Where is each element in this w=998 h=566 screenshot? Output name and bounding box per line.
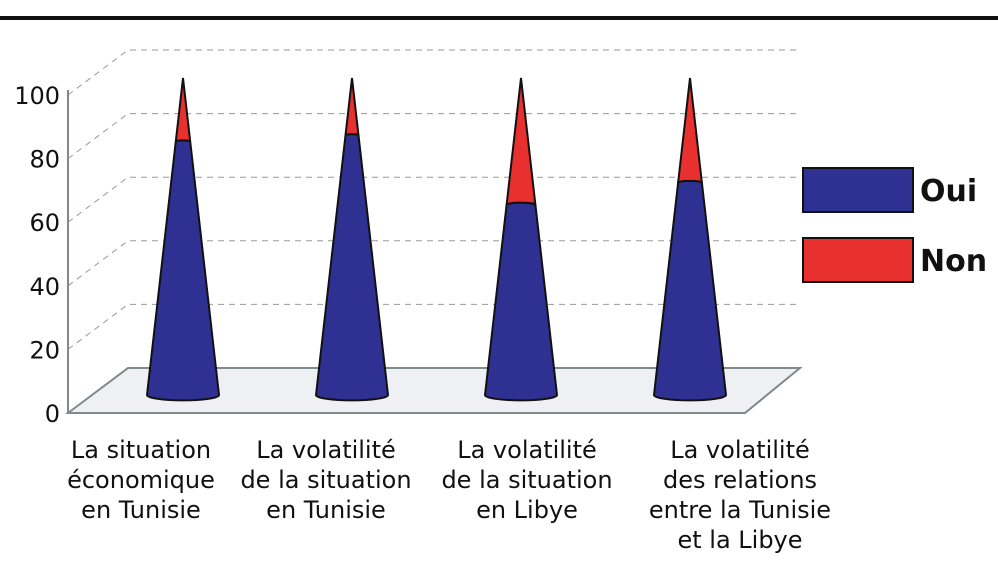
y-tick-label: 40 [29,273,60,301]
x-tick-label: La volatilité de la situation en Tunisie [240,436,411,524]
y-tick-label: 80 [29,146,60,174]
cone-segment [505,77,537,206]
legend-swatch [802,167,914,213]
header-band [0,0,998,18]
legend-swatch [802,237,914,283]
cone-segment [314,133,390,402]
grid-line [67,113,800,160]
grid-line [67,303,800,350]
x-tick-label: La situation économique en Tunisie [67,436,215,524]
y-tick-label: 20 [29,336,60,364]
y-tick-label: 60 [29,209,60,237]
cone-segment [174,77,192,143]
cone-segment [145,139,221,402]
floor [65,367,803,414]
x-tick-label: La volatilité des relations entre la Tunis… [649,436,831,554]
legend-label: Non [920,244,987,279]
cone-segment [677,77,703,184]
legend-label: Oui [920,174,977,209]
cone-segment [344,77,360,137]
cone-segment [483,201,559,402]
y-tick-label: 100 [14,82,60,110]
x-tick-label: La volatilité de la situation en Libye [441,436,612,524]
grid-line [67,240,800,287]
y-tick-label: 0 [45,400,60,428]
cone-segment [652,179,728,402]
grid-line [67,176,800,223]
grid-line [67,49,800,96]
